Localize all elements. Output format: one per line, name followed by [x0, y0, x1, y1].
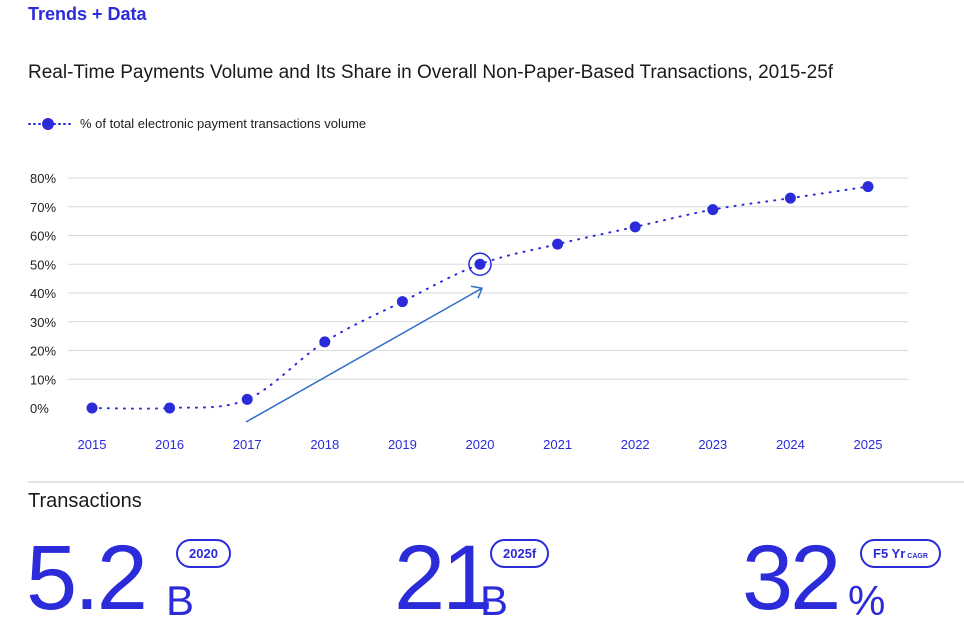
line-chart: 0% 10% 20% 30% 40% 50% 60% 70% 80% 2015 2016 2017 20… [30, 171, 908, 452]
x-tick-label: 2022 [621, 437, 650, 452]
stat-badge: 2020 [176, 539, 231, 568]
data-point [396, 296, 408, 308]
x-tick-label: 2015 [78, 437, 107, 452]
stat-value: 21 [394, 527, 493, 629]
y-tick-label: 40% [30, 286, 56, 301]
stat-unit: B [480, 577, 509, 624]
x-tick-label: 2020 [466, 437, 495, 452]
x-tick-label: 2016 [155, 437, 184, 452]
x-tick-label: 2017 [233, 437, 262, 452]
data-point [86, 402, 98, 414]
x-tick-label: 2025 [854, 437, 883, 452]
data-point [707, 204, 719, 216]
legend-label: % of total electronic payment transactio… [80, 116, 367, 131]
data-point [629, 221, 641, 233]
x-tick-label: 2023 [698, 437, 727, 452]
chart-legend: % of total electronic payment transactio… [28, 116, 366, 131]
y-tick-label: 70% [30, 200, 56, 215]
x-tick-label: 2019 [388, 437, 417, 452]
x-tick-label: 2018 [310, 437, 339, 452]
stat-value: 32 [742, 527, 841, 629]
section-divider [28, 481, 964, 483]
highlight-ring [468, 252, 492, 276]
stat-badge-sub: CAGR [907, 553, 928, 560]
y-tick-label: 60% [30, 229, 56, 244]
trend-arrow [245, 287, 483, 423]
data-point [241, 393, 253, 405]
y-tick-label: 10% [30, 372, 56, 387]
data-point [862, 181, 874, 193]
data-point [319, 336, 331, 348]
data-point [784, 192, 796, 204]
stat-2020-volume: 5.2 B 2020 [26, 528, 286, 628]
y-tick-label: 20% [30, 344, 56, 359]
data-point [552, 238, 564, 250]
section-tag: Trends + Data [28, 4, 147, 24]
trend-arrow-head [470, 285, 484, 299]
stat-cagr: 32 % F5 Yr CAGR [742, 528, 964, 628]
y-tick-label: 0% [30, 401, 49, 416]
x-tick-label: 2024 [776, 437, 805, 452]
stat-badge: 2025f [490, 539, 550, 568]
stat-value: 5.2 [26, 527, 148, 629]
stat-badge-label: F5 Yr [873, 546, 906, 561]
stat-2025-volume: 21 B 2025f [394, 528, 654, 628]
stat-badge: F5 Yr CAGR [860, 539, 941, 568]
data-point [164, 402, 176, 414]
y-tick-label: 30% [30, 315, 56, 330]
y-tick-label: 50% [30, 257, 56, 272]
x-tick-label: 2021 [543, 437, 572, 452]
stat-unit: % [848, 577, 886, 624]
legend-marker-icon [28, 117, 72, 130]
transactions-title: Transactions [28, 490, 142, 512]
y-tick-label: 80% [30, 171, 56, 186]
chart-title: Real-Time Payments Volume and Its Share … [28, 62, 834, 83]
series-line [91, 185, 869, 410]
stat-unit: B [166, 577, 195, 624]
data-point [474, 258, 486, 270]
